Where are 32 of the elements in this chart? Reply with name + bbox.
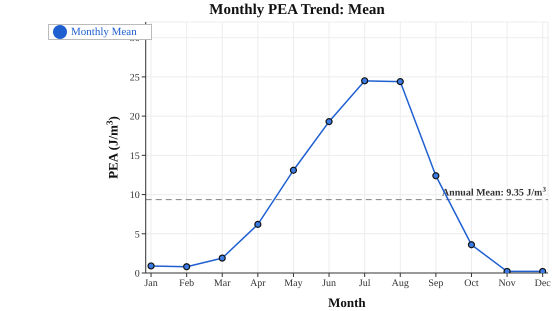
x-axis-title: Month — [328, 295, 366, 310]
point — [147, 262, 155, 270]
point — [432, 172, 440, 180]
x-tick-label: Jan — [144, 278, 158, 290]
point — [290, 166, 298, 174]
chart-title: Monthly PEA Trend: Mean — [209, 2, 386, 18]
x-tick-label: Aug — [392, 278, 409, 290]
point — [325, 118, 333, 126]
legend-label: Monthly Mean — [71, 26, 137, 38]
point — [218, 254, 226, 262]
y-tick-label: 0 — [134, 268, 140, 280]
x-tick-label: Oct — [464, 278, 479, 290]
y-tick-label: 5 — [134, 229, 140, 240]
x-tick-label: Sep — [428, 278, 444, 290]
x-tick-label: Apr — [250, 278, 266, 290]
point — [539, 268, 546, 273]
x-tick-label: Nov — [498, 278, 516, 290]
y-tick-label: 10 — [130, 190, 140, 202]
x-tick-label: Jun — [322, 278, 336, 290]
y-tick-label: 20 — [130, 112, 140, 123]
x-tick-label: Dec — [534, 278, 552, 290]
y-tick-label: 25 — [130, 72, 140, 84]
x-tick-label: May — [284, 278, 303, 290]
x-tick-label: Jul — [358, 278, 371, 290]
x-tick-label: Mar — [214, 278, 232, 290]
point — [254, 220, 262, 228]
point — [361, 77, 368, 84]
x-tick-label: Feb — [179, 278, 194, 290]
y-tick-label: 15 — [130, 150, 140, 162]
point — [468, 241, 476, 248]
point — [183, 263, 190, 270]
point — [396, 78, 404, 86]
